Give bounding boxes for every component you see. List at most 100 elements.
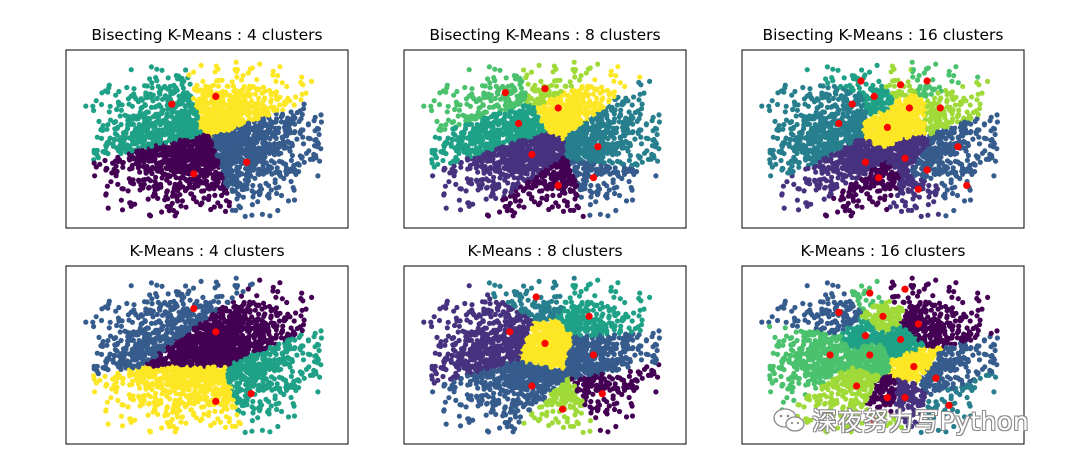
- data-point: [260, 84, 267, 90]
- data-point: [639, 159, 645, 165]
- data-point: [236, 94, 242, 100]
- data-point: [625, 98, 631, 104]
- data-point: [612, 169, 618, 175]
- data-point: [260, 163, 266, 169]
- data-point: [291, 197, 298, 203]
- data-point: [614, 102, 621, 108]
- data-point: [172, 165, 178, 172]
- data-point: [511, 104, 517, 110]
- data-point: [202, 133, 209, 139]
- data-point: [463, 188, 469, 194]
- data-point: [152, 178, 158, 185]
- data-point: [213, 174, 219, 181]
- data-point: [251, 145, 257, 151]
- data-point: [303, 90, 309, 96]
- data-point: [174, 210, 180, 216]
- data-point: [270, 120, 276, 126]
- data-point: [230, 181, 236, 187]
- data-point: [142, 102, 148, 108]
- data-point: [129, 180, 135, 186]
- data-point: [608, 72, 614, 78]
- data-point: [132, 201, 138, 207]
- data-point: [543, 167, 549, 173]
- data-point: [584, 174, 590, 180]
- data-point: [177, 154, 184, 160]
- data-point: [619, 101, 625, 107]
- data-point: [187, 109, 193, 115]
- data-point: [107, 135, 113, 141]
- data-point: [458, 164, 464, 170]
- data-point: [233, 59, 239, 65]
- data-point: [656, 112, 662, 118]
- data-point: [588, 116, 595, 122]
- data-point: [119, 102, 125, 108]
- data-point: [226, 163, 232, 169]
- data-point: [255, 107, 261, 113]
- data-point: [183, 157, 189, 163]
- data-point: [448, 160, 454, 166]
- data-point: [245, 70, 251, 76]
- subplot-title: Bisecting K-Means : 8 clusters: [429, 26, 660, 44]
- data-point: [260, 139, 266, 145]
- data-point: [201, 170, 207, 176]
- data-point: [173, 153, 179, 159]
- data-point: [181, 122, 187, 128]
- data-point: [153, 136, 159, 142]
- data-point: [188, 191, 194, 197]
- data-point: [127, 200, 133, 206]
- data-point: [317, 158, 323, 164]
- data-point: [158, 121, 164, 127]
- data-point: [203, 99, 209, 105]
- data-point: [180, 184, 186, 190]
- data-point: [587, 98, 593, 104]
- data-point: [147, 76, 153, 82]
- data-point: [456, 107, 462, 113]
- data-point: [429, 160, 435, 166]
- data-point: [241, 85, 247, 91]
- data-point: [480, 102, 486, 108]
- data-point: [157, 140, 163, 146]
- data-point: [244, 186, 250, 192]
- data-point: [594, 95, 600, 101]
- data-point: [548, 96, 554, 102]
- data-point: [557, 77, 563, 83]
- data-point: [118, 150, 124, 156]
- data-point: [310, 156, 316, 162]
- data-point: [496, 162, 502, 168]
- data-point: [569, 110, 576, 116]
- data-point: [568, 181, 574, 187]
- data-point: [150, 124, 156, 130]
- data-point: [171, 140, 177, 147]
- data-point: [145, 109, 151, 115]
- data-point: [182, 188, 188, 194]
- data-point: [159, 96, 166, 102]
- data-point: [613, 73, 619, 79]
- data-point: [267, 136, 273, 142]
- data-point: [587, 188, 593, 194]
- data-point: [201, 188, 207, 194]
- data-point: [451, 119, 457, 125]
- data-point: [255, 167, 262, 173]
- data-point: [556, 174, 562, 180]
- data-point: [301, 159, 307, 165]
- data-point: [146, 150, 152, 156]
- data-point: [300, 141, 307, 147]
- data-point: [213, 120, 219, 126]
- data-point: [189, 145, 195, 151]
- data-point: [276, 158, 283, 164]
- data-point: [174, 195, 180, 201]
- data-point: [626, 157, 633, 163]
- data-point: [140, 163, 146, 170]
- data-point: [632, 136, 638, 142]
- data-point: [531, 126, 537, 132]
- data-point: [147, 178, 154, 184]
- data-point: [561, 180, 567, 186]
- data-point: [653, 173, 659, 179]
- data-point: [578, 73, 584, 79]
- centroid-markers: [168, 92, 251, 178]
- data-point: [316, 131, 322, 138]
- data-point: [235, 113, 241, 119]
- data-point: [196, 96, 202, 102]
- data-point: [535, 129, 542, 135]
- data-point: [256, 100, 262, 107]
